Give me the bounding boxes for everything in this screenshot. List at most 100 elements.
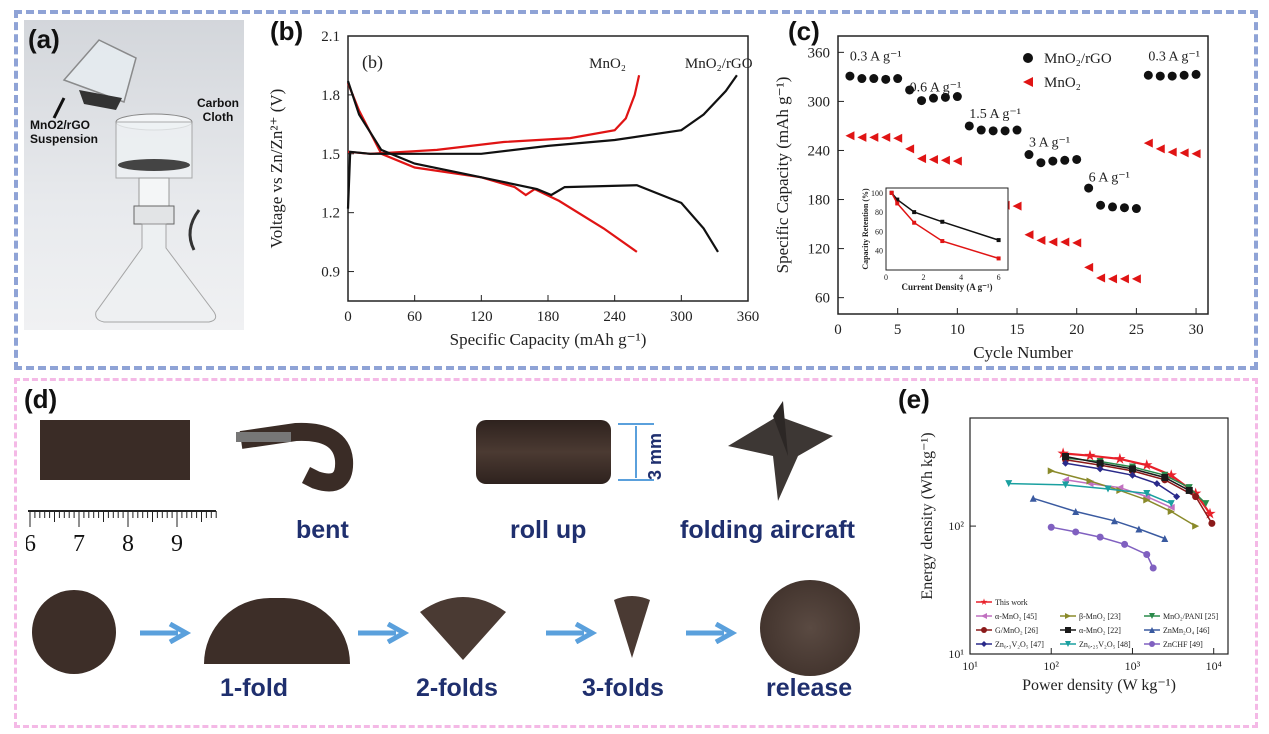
inset-y-tick-label: 100 — [871, 189, 883, 198]
x-tick-label: 10² — [1043, 659, 1059, 673]
data-point — [893, 74, 903, 84]
data-point — [1191, 149, 1201, 159]
data-point — [940, 92, 950, 102]
data-point — [1048, 156, 1058, 166]
data-point — [1179, 148, 1189, 158]
data-point — [1185, 486, 1193, 494]
inset-y-tick-label: 40 — [875, 247, 883, 256]
data-point — [1036, 235, 1046, 245]
data-point — [988, 126, 998, 136]
data-point — [1060, 155, 1070, 165]
data-point — [1149, 564, 1157, 572]
roll-up-photo — [476, 420, 611, 484]
data-point — [1128, 471, 1136, 479]
legend-marker — [980, 598, 988, 605]
inset-plot-area — [885, 187, 1009, 271]
rate-label: 0.3 A g⁻¹ — [1148, 50, 1200, 65]
data-point — [1114, 452, 1126, 464]
data-point — [1179, 70, 1189, 80]
legend-marker — [1065, 627, 1071, 633]
legend-marker — [1023, 77, 1033, 87]
data-point — [1047, 467, 1055, 475]
data-point — [857, 74, 867, 84]
data-point — [1208, 519, 1216, 527]
data-point — [1096, 459, 1104, 467]
x-tick-label: 0 — [344, 309, 352, 325]
data-point — [1012, 125, 1022, 135]
plot-area — [969, 417, 1229, 655]
suspension-label: MnO2/rGO Suspension — [30, 118, 99, 146]
bent-photo — [236, 420, 356, 495]
legend-label: This work — [995, 598, 1028, 607]
series-line — [1032, 497, 1166, 540]
filtration-apparatus-illustration — [52, 39, 217, 323]
data-point — [1167, 508, 1175, 516]
data-point — [1128, 465, 1136, 473]
data-point — [1072, 528, 1080, 536]
x-tick-label: 5 — [894, 322, 902, 338]
one-fold-caption: 1-fold — [220, 674, 289, 702]
data-point — [1108, 274, 1118, 284]
three-folds-photo — [614, 596, 650, 658]
arrow-icon — [52, 97, 66, 119]
data-point — [1110, 517, 1118, 525]
x-tick-label: 25 — [1129, 322, 1144, 338]
inset-data-point — [889, 190, 894, 195]
legend-marker — [981, 641, 987, 647]
roll-up-caption: roll up — [510, 516, 587, 544]
data-point — [1062, 481, 1070, 489]
data-point — [1131, 274, 1141, 284]
series-line — [1051, 526, 1154, 569]
inset-data-point — [940, 239, 945, 244]
x-tick-label: 10³ — [1125, 659, 1141, 673]
release-caption: release — [766, 674, 853, 702]
data-point — [857, 132, 867, 142]
series-line-mno2-charge — [347, 75, 641, 155]
legend-marker — [1065, 613, 1071, 619]
two-folds-photo — [420, 597, 506, 660]
y-tick-label: 120 — [808, 242, 831, 258]
data-point — [1048, 237, 1058, 247]
arrow-right-icon — [684, 621, 738, 645]
legend-marker — [1149, 641, 1155, 647]
data-point — [1135, 525, 1143, 533]
legend-marker — [981, 627, 987, 633]
data-point — [1072, 508, 1080, 516]
legend-label: Zn₀.₂₅V₂O₅ [48] — [1079, 640, 1131, 649]
arrow-right-icon — [138, 621, 192, 645]
data-point — [1143, 550, 1151, 558]
legend-label: Zn₀.₃V₂O₅ [47] — [995, 640, 1044, 649]
data-point — [1192, 522, 1200, 530]
x-tick-label: 180 — [537, 309, 560, 325]
data-point — [917, 96, 927, 106]
data-point — [964, 121, 974, 131]
rate-label: 6 A g⁻¹ — [1089, 171, 1130, 186]
y-tick-label: 10¹ — [948, 647, 964, 661]
inner-panel-label: (b) — [362, 52, 383, 73]
inset-y-tick-label: 60 — [875, 227, 883, 236]
x-axis-label: Specific Capacity (mAh g⁻¹) — [450, 330, 647, 349]
data-point — [881, 74, 891, 84]
data-point — [1143, 70, 1153, 80]
data-point — [1084, 262, 1094, 272]
data-point — [1072, 238, 1082, 248]
data-point — [1057, 447, 1069, 459]
data-point — [1005, 480, 1013, 488]
data-point — [1062, 459, 1070, 467]
legend-marker — [1065, 641, 1071, 647]
ruler-scale: 6 7 8 9 — [24, 511, 217, 557]
data-point — [1096, 465, 1104, 473]
data-point — [1086, 477, 1094, 485]
beaker-icon — [62, 39, 137, 110]
series-label: MnO₂ — [589, 56, 626, 72]
inset-y-tick-label: 80 — [875, 208, 883, 217]
data-point — [1116, 484, 1124, 492]
data-point — [1167, 500, 1175, 508]
inset-data-point — [940, 219, 945, 224]
legend-label: α-MnO₂ [45] — [995, 612, 1037, 621]
three-folds-caption: 3-folds — [582, 674, 664, 702]
data-point — [928, 154, 938, 164]
x-tick-label: 10¹ — [962, 659, 978, 673]
y-axis-label: Specific Capacity (mAh g⁻¹) — [773, 77, 792, 274]
ruler-ticks: 6 7 8 9 — [24, 505, 226, 561]
